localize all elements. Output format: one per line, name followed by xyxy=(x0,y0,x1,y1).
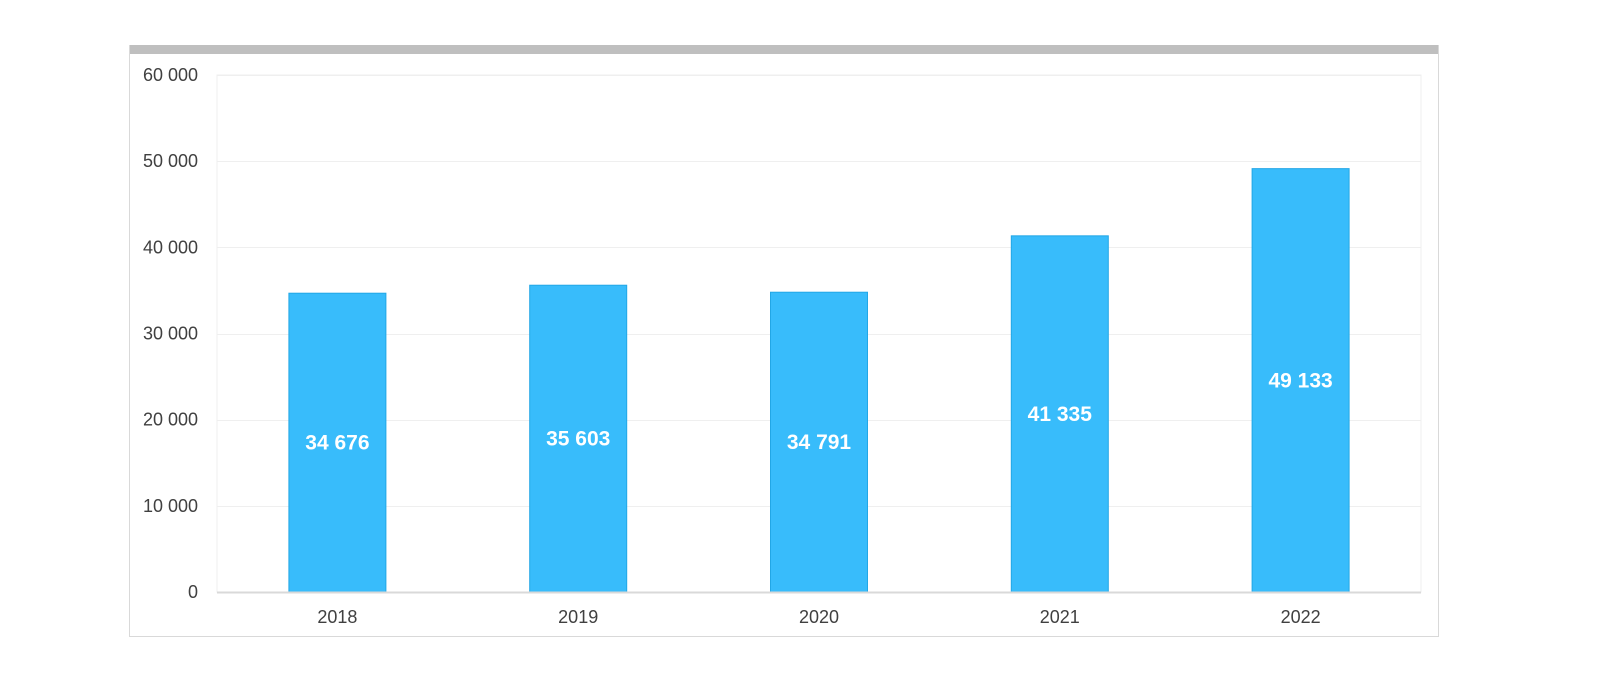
x-tick-label: 2021 xyxy=(1040,607,1080,627)
bar-value-label: 35 603 xyxy=(546,428,610,451)
x-tick-label: 2022 xyxy=(1281,607,1321,627)
y-tick-label: 0 xyxy=(188,582,198,602)
y-tick-label: 10 000 xyxy=(143,496,198,516)
y-tick-label: 20 000 xyxy=(143,410,198,430)
x-tick-label: 2019 xyxy=(558,607,598,627)
bar-data-labels: 34 676 35 603 34 791 41 335 49 133 xyxy=(305,369,1332,454)
bar-value-label: 41 335 xyxy=(1028,403,1093,426)
bar-value-label: 49 133 xyxy=(1268,369,1332,392)
x-tick-label: 2018 xyxy=(317,607,357,627)
bar-value-label: 34 676 xyxy=(305,432,369,455)
chart-panel-top-bar xyxy=(130,45,1438,54)
y-tick-label: 60 000 xyxy=(143,65,198,85)
bar-2019 xyxy=(529,284,628,593)
x-tick-label: 2020 xyxy=(799,607,839,627)
y-tick-label: 50 000 xyxy=(143,151,198,171)
bar-value-label: 34 791 xyxy=(787,431,852,454)
bar-2018 xyxy=(288,292,387,593)
bars xyxy=(288,168,1350,593)
y-tick-label: 30 000 xyxy=(143,324,198,344)
y-tick-label: 40 000 xyxy=(143,237,198,257)
y-axis-ticks: 0 10 000 20 000 30 000 40 000 50 000 60 000 xyxy=(143,65,198,602)
x-axis-ticks: 2018 2019 2020 2021 2022 xyxy=(317,607,1320,627)
bar-2022 xyxy=(1251,168,1350,593)
